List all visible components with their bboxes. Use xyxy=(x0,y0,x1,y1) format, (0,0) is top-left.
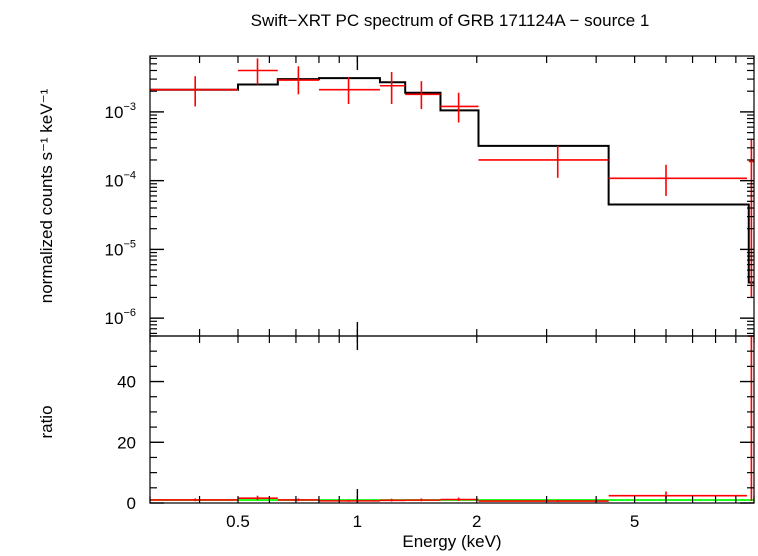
bottom-y-tick-labels: 0 20 40 xyxy=(117,373,136,513)
top-model-step-line xyxy=(150,77,754,284)
top-y-tick-label: 10−3 xyxy=(105,101,136,122)
data-point-9 xyxy=(608,164,747,196)
data-point-7 xyxy=(440,92,479,123)
data-point-10 xyxy=(748,139,754,298)
ratio-point-2 xyxy=(237,495,278,500)
top-y-axis-label: normalized counts s⁻¹ keV⁻¹ xyxy=(37,88,56,303)
top-y-tick-label: 10−4 xyxy=(105,170,136,191)
data-point-3 xyxy=(277,66,319,95)
x-tick-label: 1 xyxy=(353,512,362,531)
ratio-point-6 xyxy=(405,498,441,502)
bottom-y-tick-label: 0 xyxy=(127,494,136,513)
top-y-tick-label: 10−6 xyxy=(105,307,136,328)
ratio-point-5 xyxy=(379,498,406,502)
bottom-y-axis-label: ratio xyxy=(37,405,56,438)
bottom-y-tick-label: 20 xyxy=(117,433,136,452)
x-tick-label: 5 xyxy=(630,512,639,531)
model-step-path xyxy=(150,77,754,284)
x-tick-labels: 0.5 1 2 5 xyxy=(226,512,639,531)
data-point-8 xyxy=(478,145,609,178)
top-data-points xyxy=(150,58,754,298)
ratio-point-8 xyxy=(478,499,609,502)
ratio-point-9 xyxy=(608,491,747,499)
ratio-point-7 xyxy=(440,497,479,501)
top-y-tick-labels: 10−3 10−4 10−5 10−6 xyxy=(105,101,136,328)
bottom-panel xyxy=(149,335,755,504)
x-tick-label: 2 xyxy=(472,512,481,531)
top-axis-ticks xyxy=(149,56,755,336)
data-point-5 xyxy=(379,72,406,105)
ratio-point-3 xyxy=(277,498,319,502)
data-point-1 xyxy=(150,76,238,107)
bottom-y-tick-label: 40 xyxy=(117,373,136,392)
x-axis-label: Energy (keV) xyxy=(402,532,501,551)
chart-title: Swift−XRT PC spectrum of GRB 171124A − s… xyxy=(251,11,650,30)
ratio-point-10 xyxy=(748,335,754,501)
x-tick-label: 0.5 xyxy=(226,512,250,531)
data-point-6 xyxy=(405,81,441,110)
data-point-2 xyxy=(237,58,278,85)
ratio-point-1 xyxy=(150,498,238,502)
bottom-data-points xyxy=(150,335,754,502)
ratio-point-4 xyxy=(318,499,380,502)
top-panel-frame xyxy=(149,55,755,337)
top-y-tick-label: 10−5 xyxy=(105,238,136,259)
top-panel xyxy=(149,55,755,337)
bottom-panel-frame xyxy=(149,335,755,504)
data-point-4 xyxy=(318,77,380,105)
bottom-axis-ticks xyxy=(149,335,755,504)
